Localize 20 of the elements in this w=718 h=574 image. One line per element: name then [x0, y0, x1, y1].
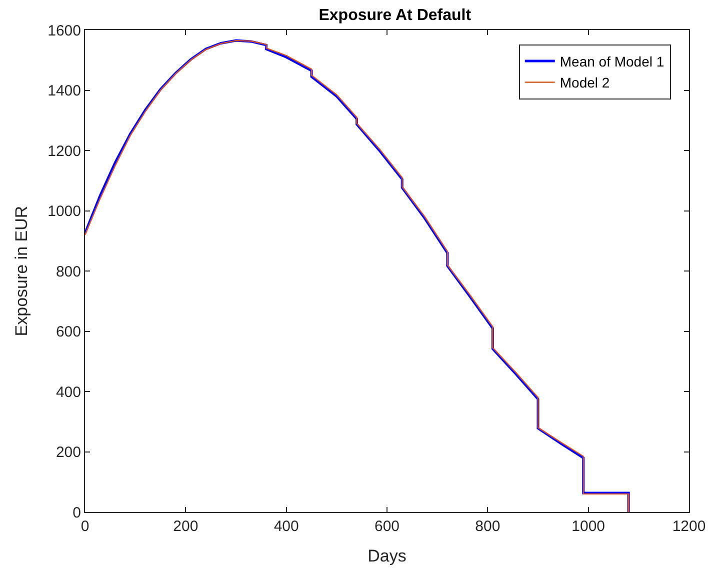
x-tick-label: 1000 — [572, 518, 606, 535]
y-axis-title: Exposure in EUR — [12, 206, 32, 336]
x-tick-label: 800 — [475, 518, 500, 535]
y-tick-label: 600 — [56, 324, 81, 340]
x-tick-label: 600 — [374, 518, 400, 535]
x-tick-label: 1200 — [672, 518, 706, 535]
y-tick-label: 1400 — [48, 82, 81, 100]
y-tick-label: 0 — [72, 504, 81, 522]
x-tick-label: 400 — [274, 518, 299, 535]
y-tick-label: 1600 — [48, 22, 81, 40]
y-tick-label: 400 — [56, 384, 81, 401]
legend-label: Model 2 — [560, 74, 610, 91]
x-tick-label: 200 — [173, 518, 198, 535]
y-tick-label: 800 — [56, 263, 81, 280]
y-tick-label: 1200 — [48, 142, 81, 160]
y-tick-label: 1000 — [48, 203, 81, 220]
chart-title: Exposure At Default — [318, 6, 472, 24]
x-axis-title: Days — [368, 546, 406, 566]
legend-label: Mean of Model 1 — [560, 54, 664, 70]
y-tick-label: 200 — [56, 444, 81, 461]
